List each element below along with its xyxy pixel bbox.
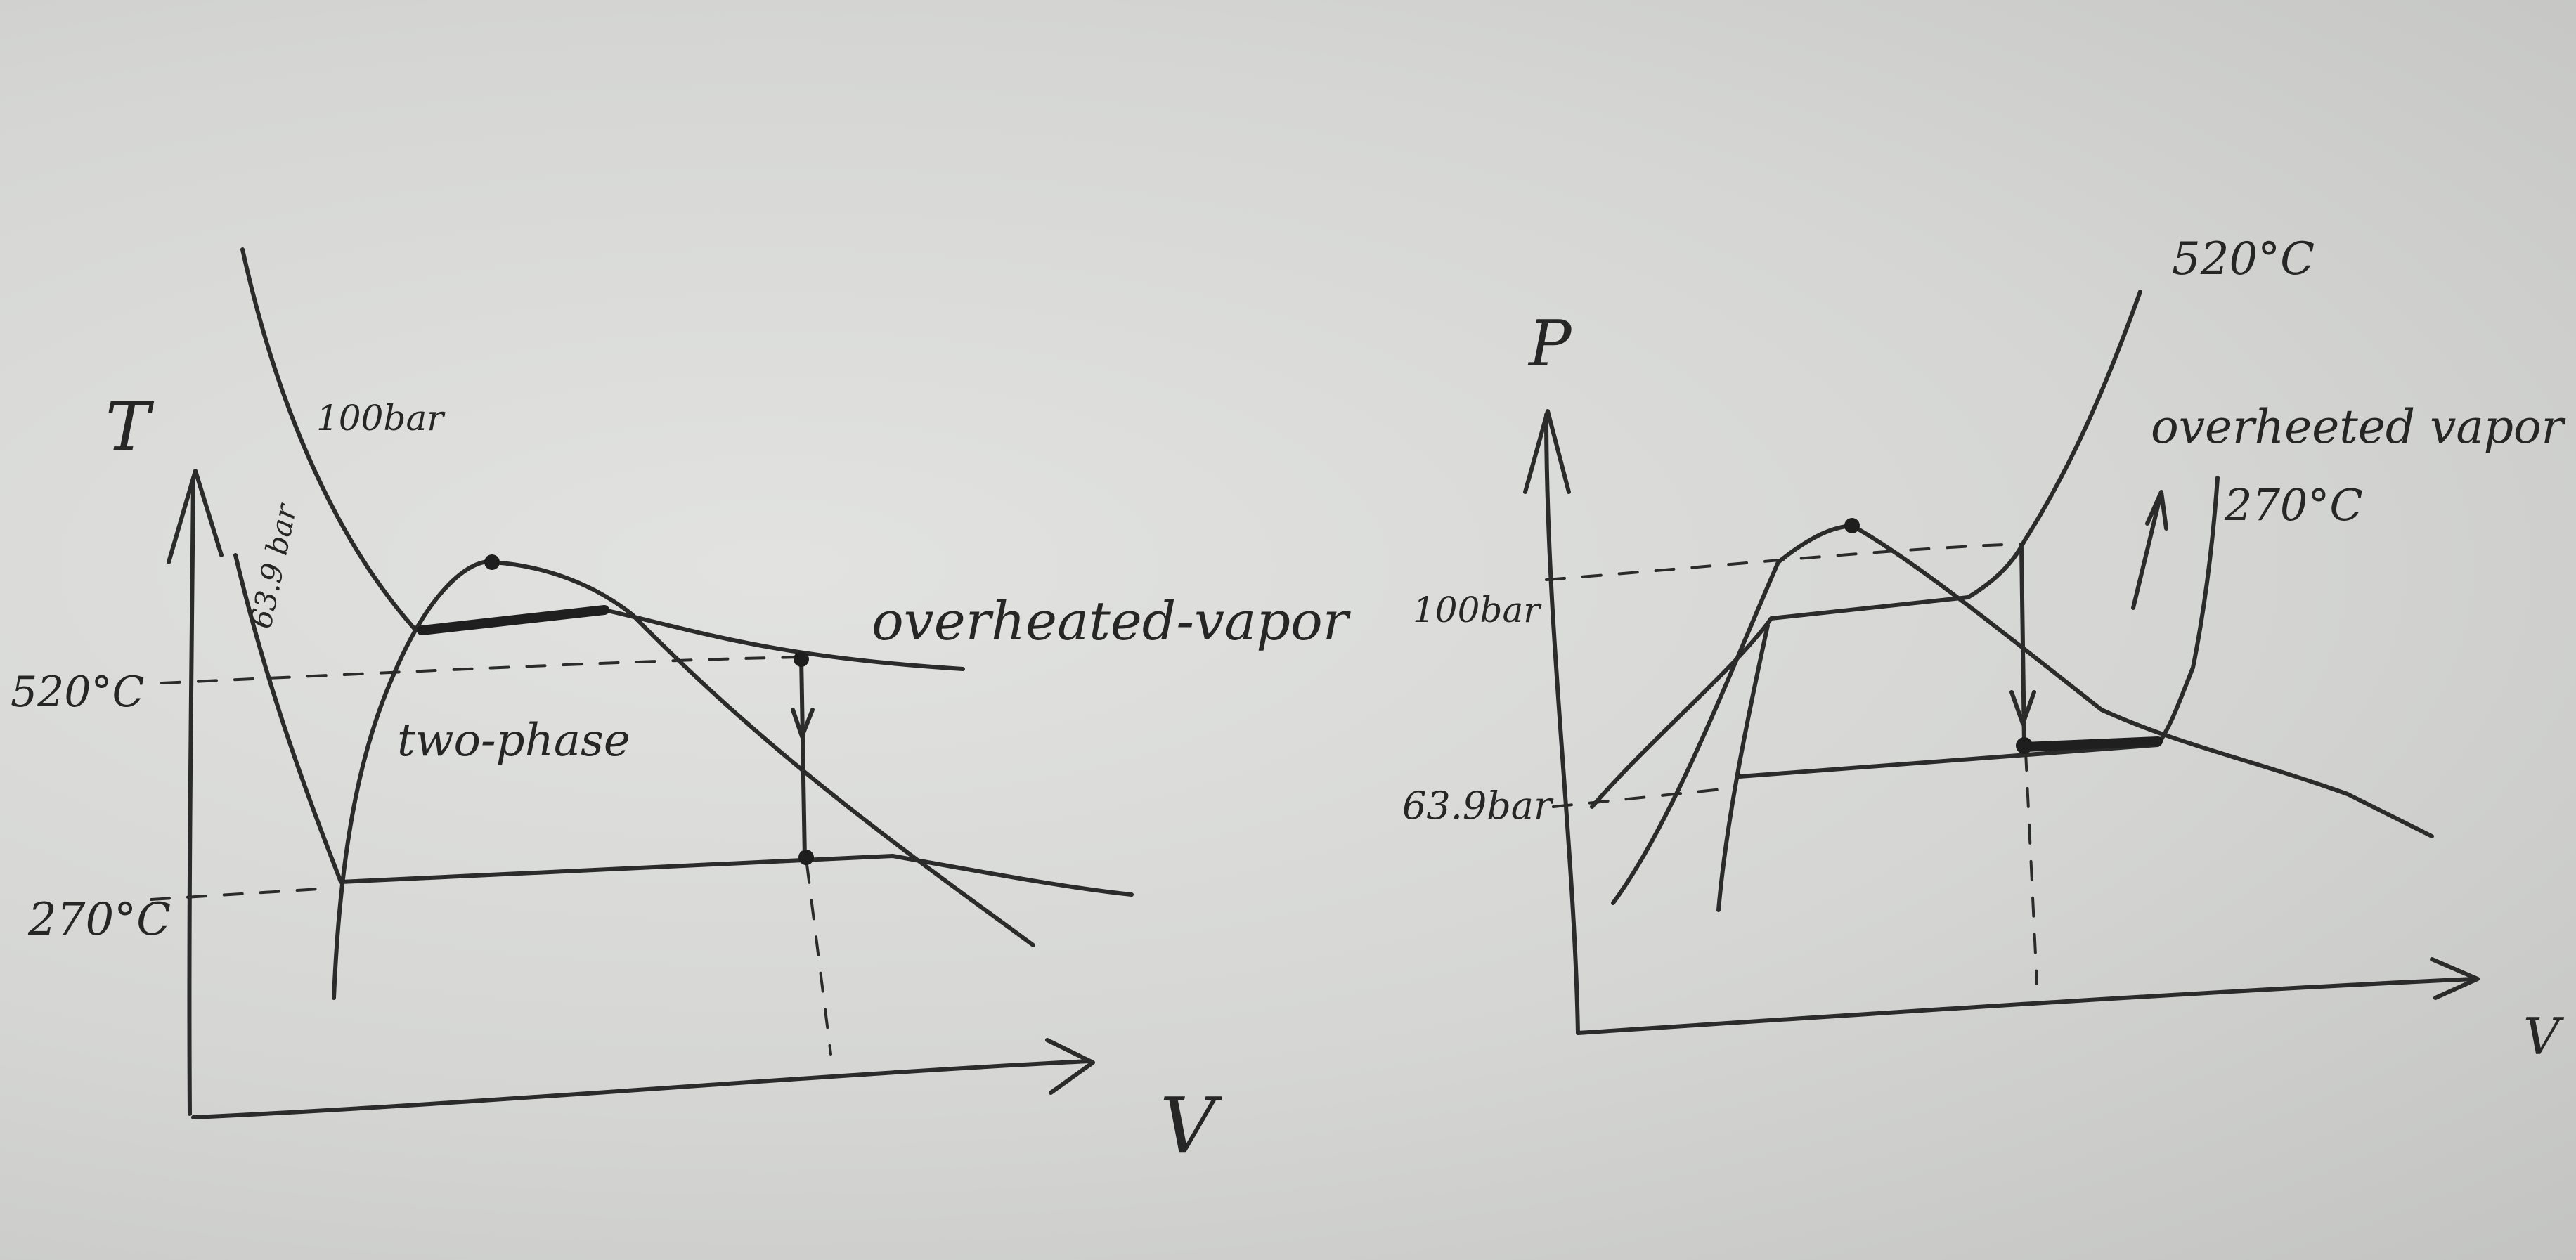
pv-phase-change-segment [2019,736,2163,752]
tv-isobar-63-9bar [233,553,1134,897]
tv-x-arrowhead [1045,1038,1095,1095]
tv-guide-520 [160,656,803,684]
pv-process-arrowhead [2009,690,2036,726]
pv-vapor-label: overheeted vapor [2151,400,2566,454]
tv-saturation-dome [332,559,1035,1000]
pv-isotherm-520 [1590,290,2142,809]
tv-cooling-arrowhead [791,708,815,739]
tv-temp-high-label: 520°C [11,668,144,717]
tv-y-arrowhead [167,469,224,564]
tv-x-axis [191,1059,1092,1119]
pv-y-arrowhead [1523,409,1571,494]
tv-diagram: T V 520°C 270°C 100bar 63.9 bar two-phas… [11,247,1352,1171]
tv-phase-change-segment [417,605,609,635]
tv-temp-low-label: 270°C [27,894,171,946]
tv-y-axis-label: T [105,389,155,466]
pv-isotherm-high-label: 520°C [2172,233,2315,285]
pv-critical-point [1844,518,1860,533]
tv-y-axis [187,476,195,1116]
tv-isobar-low-label: 63.9 bar [243,500,304,632]
pv-isotherm-270 [1716,476,2220,912]
tv-guide-v [805,863,832,1056]
pv-pressure-high-label: 100bar [1413,590,1542,630]
tv-isobar-high-label: 100bar [316,398,446,439]
tv-state-point-top [794,651,809,667]
tv-x-axis-label: V [1160,1081,1222,1171]
tv-vapor-label: overheated-vapor [872,590,1352,652]
pv-pressure-low-label: 63.9bar [1402,784,1554,828]
pv-y-axis [1544,413,1580,1035]
pv-saturation-dome [1611,524,2434,905]
pv-state-point-bottom [2016,737,2033,754]
pv-guide-63-9bar [1552,787,1730,808]
pv-heating-arrow [2131,490,2168,610]
tv-cooling-line [799,655,807,861]
pv-x-axis-label: V [2523,1007,2565,1066]
pv-x-axis [1576,977,2476,1035]
tv-critical-point [484,554,500,570]
pv-guide-v [2024,751,2038,985]
tv-region-label: two-phase [397,715,630,767]
pv-y-axis-label: P [1527,307,1572,381]
pv-x-arrowhead [2430,957,2480,1000]
pv-process-line [2019,546,2026,747]
pv-isotherm-low-label: 270°C [2224,479,2363,531]
tv-state-point-bottom [798,850,814,865]
tv-guide-270 [150,887,332,901]
pv-diagram: P V 100bar 63.9bar 520°C 270°C overheete… [1402,233,2566,1066]
pv-guide-100bar [1545,543,2023,581]
